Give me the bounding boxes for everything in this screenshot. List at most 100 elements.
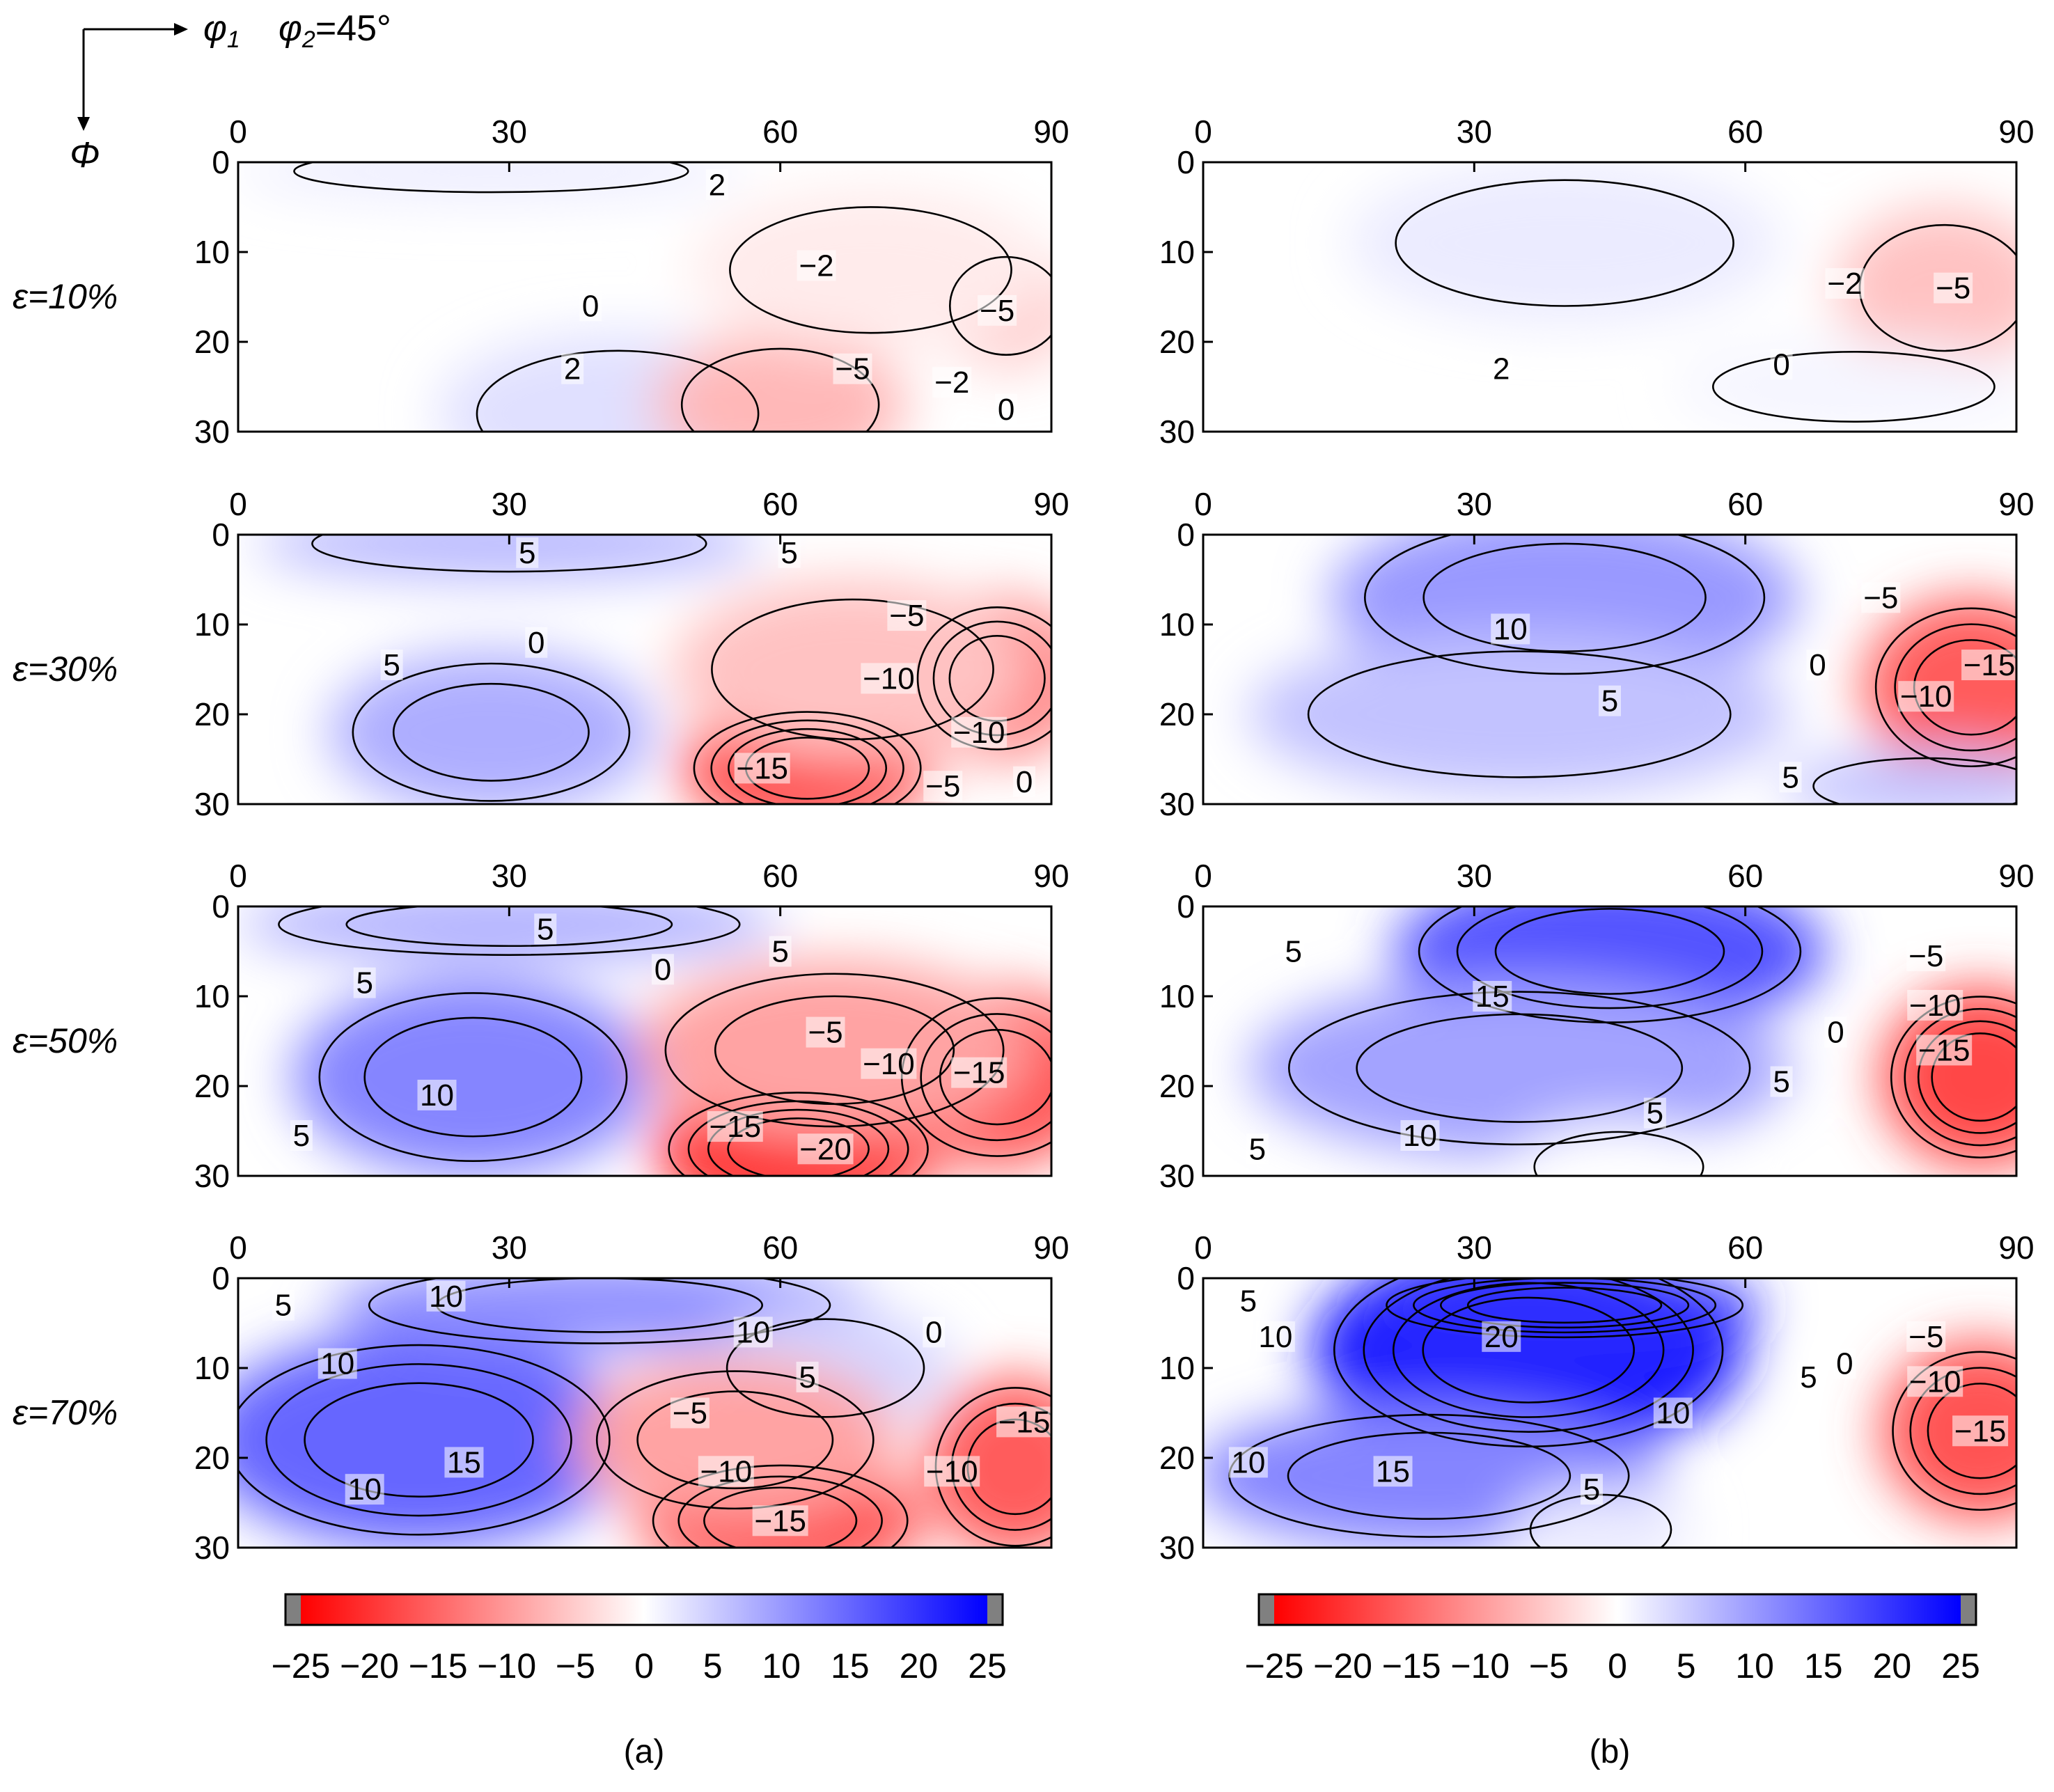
contour-label: 10 — [1656, 1397, 1690, 1431]
Phi-arrowhead-icon — [77, 117, 90, 131]
contour-line — [711, 598, 994, 741]
x-tick-label: 60 — [762, 113, 798, 150]
contour-line — [1395, 179, 1734, 307]
colorbar-tick-label: 25 — [968, 1646, 1007, 1685]
contour-line — [595, 1370, 875, 1510]
x-tick-label: 90 — [1033, 1229, 1069, 1266]
contour-line — [1712, 350, 1996, 423]
contour-line — [1892, 1351, 2016, 1511]
y-tick-label: 30 — [194, 1530, 230, 1566]
contour-label-bg — [734, 753, 790, 784]
contour-label-bg — [978, 294, 1017, 326]
x-tick-label: 30 — [1457, 858, 1492, 894]
colorbar-tick-label: −5 — [1529, 1646, 1569, 1685]
contour-label: 15 — [1475, 980, 1510, 1014]
contour-line — [363, 1016, 583, 1138]
heatmap-field: 20−2−52 −5 −20 — [238, 162, 1051, 432]
contour-line — [265, 1363, 572, 1517]
contour-label: −5 — [980, 294, 1014, 328]
contour-label: −2 — [799, 249, 833, 283]
heatmap-region — [328, 651, 654, 804]
y-tick-label: 20 — [1159, 1068, 1195, 1104]
contour-label: 0 — [654, 952, 671, 987]
contour-label: 2 — [1493, 352, 1510, 386]
contour-label-bg — [1906, 1321, 1946, 1352]
panel-b-2: 10 5 −5 0 −15 −10 5 0 30 60 90 0 10 20 30 — [1159, 486, 2035, 822]
y-tick-label: 20 — [194, 1068, 230, 1104]
y-tick-label: 20 — [194, 696, 230, 732]
contour-label-bg — [769, 936, 792, 967]
contour-label: −10 — [700, 1454, 752, 1488]
contour-label-bg — [1491, 613, 1530, 645]
contour-label-bg — [698, 1456, 754, 1487]
contour-label-bg — [534, 913, 557, 945]
contour-label: −2 — [1827, 267, 1862, 301]
contour-label-bg — [797, 250, 836, 281]
contour-label: −5 — [1863, 581, 1898, 615]
contour-label: −5 — [673, 1397, 707, 1431]
panel-frame — [237, 161, 1053, 433]
contour-line — [1533, 1131, 1704, 1176]
contour-line — [693, 711, 922, 804]
colorbar-tick-label: 0 — [634, 1646, 654, 1685]
contour-line — [1904, 1007, 2016, 1147]
contour-line — [916, 606, 1051, 750]
contour-line — [920, 1013, 1051, 1142]
contour-label: −15 — [736, 751, 788, 785]
heatmap-region — [1365, 1278, 1764, 1342]
heatmap-field: 10 5 −5 0 −15 −10 5 — [1248, 535, 2016, 804]
y-tick-label: 10 — [1159, 978, 1195, 1014]
contour-label-bg — [670, 1397, 710, 1429]
contour-label-bg — [733, 1317, 773, 1348]
contour-label: 15 — [1376, 1454, 1410, 1488]
contour-label-bg — [651, 954, 674, 985]
contour-label: 10 — [1258, 1320, 1292, 1354]
contour-label: 0 — [925, 1315, 942, 1349]
y-tick-label: 0 — [1177, 1260, 1195, 1296]
contour-label-bg — [951, 716, 1008, 748]
contour-label-bg — [833, 353, 872, 384]
y-tick-label: 30 — [194, 414, 230, 450]
contour-label-bg — [1237, 1285, 1260, 1317]
heatmap-region — [1510, 1484, 1691, 1548]
panel-label-a: (a) — [624, 1734, 665, 1770]
colorbar-frame — [284, 1593, 1004, 1626]
contour-label-bg — [272, 1289, 295, 1321]
heatmap-region — [572, 1359, 898, 1521]
axis-indicator: φ1 φ2=45° Φ — [70, 8, 391, 175]
contour-label: 5 — [799, 1360, 815, 1394]
contour-lines — [293, 162, 1051, 432]
contour-label-bg — [1246, 1133, 1269, 1165]
colorbar-tick-label: −5 — [556, 1646, 595, 1685]
colorbar-tick-label: −15 — [409, 1646, 468, 1685]
contour-label: −10 — [953, 716, 1005, 750]
contour-line — [1466, 1287, 1663, 1324]
contour-label: 10 — [347, 1472, 382, 1507]
contour-line — [636, 1390, 834, 1490]
heatmap-field: 5 15 −5 −10 0 −15 5 10 5 5 — [1246, 906, 2016, 1176]
heatmap-region — [238, 162, 744, 198]
heatmap-region — [689, 189, 1051, 351]
contour-label-bg — [290, 1119, 313, 1151]
contour-label: −10 — [1909, 989, 1961, 1023]
colorbar-tick-label: 20 — [1873, 1646, 1912, 1685]
y-tick-label: 10 — [194, 978, 230, 1014]
contour-line — [1931, 1032, 2016, 1122]
contour-label-bg — [1490, 353, 1513, 384]
colorbar-tick-label: −25 — [272, 1646, 331, 1685]
contour-label-bg — [444, 1447, 484, 1478]
panel-frame — [1202, 1277, 2018, 1549]
contour-label-bg — [1228, 1447, 1268, 1478]
panel-a-3: 5 5 0 5 −5 −10 −15 10 −15 −20 5 0 30 60 90 0 10 20 30 — [194, 858, 1069, 1194]
colorbar-tick-label: 5 — [703, 1646, 723, 1685]
panel-a-4: 5 10 10 0 10 5 −5 −15 15 −10 −10 10 −15 0 30 60 90 0 10 20 3… — [194, 1229, 1069, 1566]
heatmap-region — [1248, 633, 1791, 796]
x-tick-label: 0 — [1194, 113, 1212, 150]
phi1-symbol: φ — [203, 8, 227, 49]
heatmap-region — [292, 978, 654, 1176]
colorbar-frame — [1257, 1593, 1977, 1626]
contour-line — [392, 682, 590, 782]
row-label-strain: ε=30% — [13, 650, 118, 689]
contour-label: −10 — [926, 1454, 978, 1488]
x-tick-label: 90 — [1998, 113, 2034, 150]
